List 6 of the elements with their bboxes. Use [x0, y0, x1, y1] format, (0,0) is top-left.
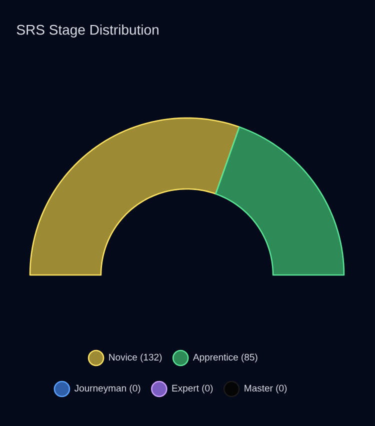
chart-title: SRS Stage Distribution	[16, 24, 158, 38]
legend-label: Expert (0)	[172, 384, 213, 394]
legend-label: Novice (132)	[109, 354, 162, 362]
legend-label: Apprentice (85)	[192, 354, 258, 362]
legend-label: Journeyman (0)	[74, 384, 140, 394]
legend-label: Master (0)	[244, 384, 287, 394]
